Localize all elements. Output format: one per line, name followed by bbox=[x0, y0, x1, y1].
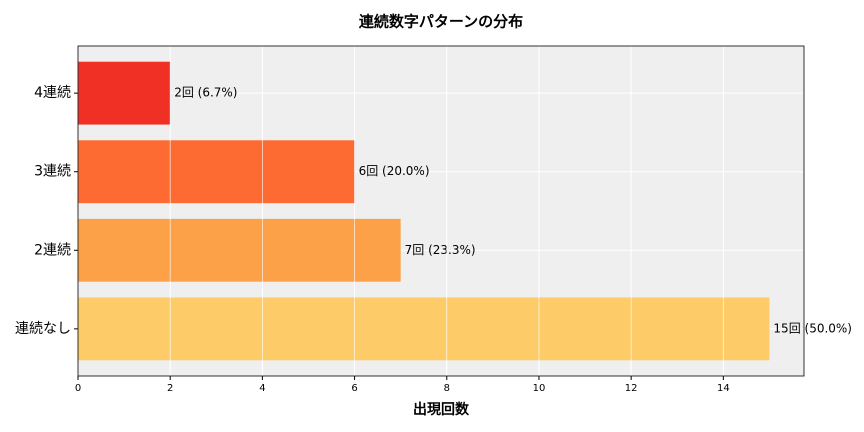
value-label: 15回 (50.0%) bbox=[773, 321, 852, 335]
value-label: 2回 (6.7%) bbox=[174, 86, 237, 100]
y-tick-label: 3連続 bbox=[34, 163, 71, 180]
value-label: 6回 (20.0%) bbox=[359, 164, 430, 178]
x-tick-label: 2 bbox=[167, 383, 173, 394]
x-tick-label: 12 bbox=[625, 383, 638, 394]
y-tick-label: 4連続 bbox=[34, 84, 71, 101]
x-tick-label: 8 bbox=[444, 383, 450, 394]
x-tick-label: 6 bbox=[351, 383, 357, 394]
bar bbox=[78, 61, 171, 125]
value-label: 7回 (23.3%) bbox=[405, 243, 476, 257]
x-tick-label: 4 bbox=[259, 383, 265, 394]
plot-frame bbox=[77, 45, 805, 377]
bar bbox=[78, 218, 401, 282]
bar bbox=[78, 140, 355, 204]
x-tick-label: 0 bbox=[75, 383, 81, 394]
x-tick-label: 10 bbox=[533, 383, 546, 394]
y-tick-label: 2連続 bbox=[34, 241, 71, 258]
x-tick-label: 14 bbox=[717, 383, 730, 394]
y-tick-label: 連続なし bbox=[15, 320, 71, 337]
bar bbox=[78, 297, 770, 361]
x-axis-label: 出現回数 bbox=[413, 401, 470, 418]
chart-title: 連続数字パターンの分布 bbox=[359, 13, 523, 31]
